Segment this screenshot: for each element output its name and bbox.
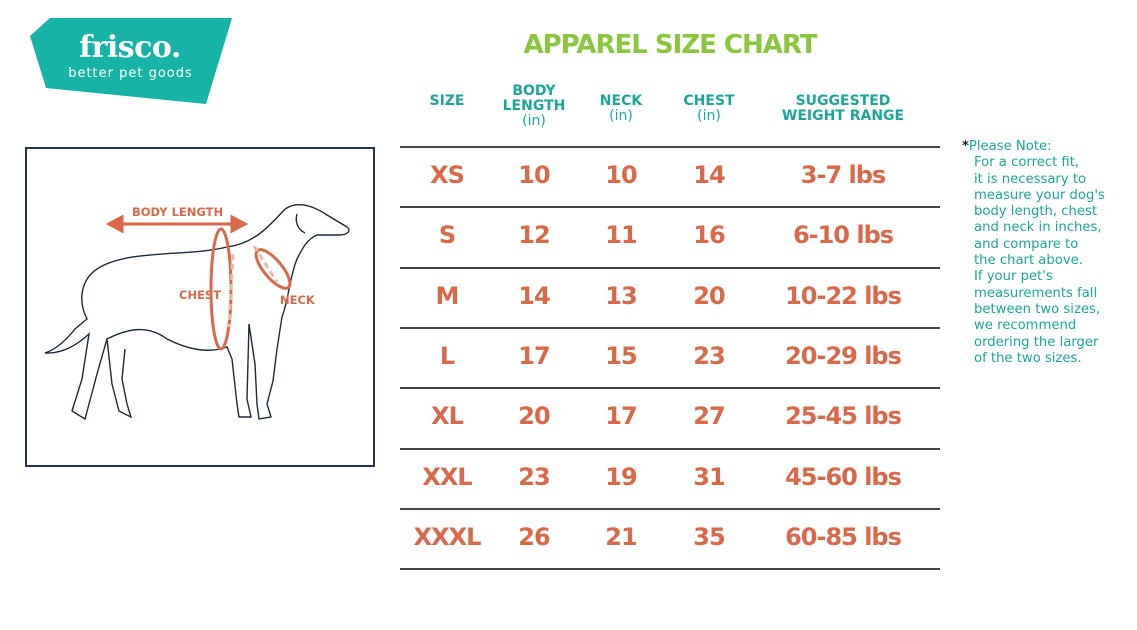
note-line: and neck in inches, [974,220,1102,236]
cell-chest: 31 [693,462,725,491]
row-divider [400,568,940,571]
cell-size: XS [430,161,465,189]
header-neck: NECK (in) [599,93,643,124]
cell-chest: 16 [693,221,725,250]
note-line: measure your dog's [974,187,1105,203]
neck-label: NECK [280,293,316,307]
cell-weight-range: 45-60 lbs [785,462,902,491]
row-divider [400,326,940,329]
cell-size: XL [431,402,464,431]
row-divider [400,507,940,510]
cell-size: M [435,281,460,310]
cell-size: XXL [422,462,472,491]
note-line: body length, chest [974,204,1097,220]
cell-body-length: 10 [518,161,550,189]
header-size: SIZE [429,93,465,109]
cell-size: XXXL [413,522,482,551]
dog-illustration: BODY LENGTH CHEST NECK [44,204,350,421]
cell-weight-range: 6-10 lbs [792,221,894,250]
body-length-label: BODY LENGTH [132,205,223,219]
cell-neck: 10 [605,161,637,189]
cell-body-length: 20 [518,402,550,431]
note-line: If your pet's [974,269,1053,285]
cell-neck: 15 [605,341,637,370]
note-line: it is necessary to [974,171,1087,187]
cell-weight-range: 20-29 lbs [785,341,902,370]
cell-neck: 11 [605,221,637,250]
cell-neck: 19 [605,462,637,491]
note-line: between two sizes, [974,301,1101,317]
note-line: of the two sizes. [974,350,1082,366]
cell-weight-range: 60-85 lbs [785,522,902,551]
note-line: ordering the larger [974,334,1099,350]
note-line: For a correct fit, [974,155,1080,171]
note-line: the chart above. [974,253,1083,269]
logo-wordmark: frisco. [79,30,181,65]
cell-body-length: 23 [518,462,550,491]
cell-neck: 21 [605,522,637,551]
page-title: APPAREL SIZE CHART [523,30,818,60]
header-chest: CHEST (in) [683,93,735,124]
cell-body-length: 14 [518,281,550,310]
asterisk: * [962,139,969,154]
chest-label: CHEST [179,288,221,302]
dog-measurement-diagram: BODY LENGTH CHEST NECK [25,147,375,467]
cell-size: S [438,221,456,250]
cell-neck: 17 [605,402,637,431]
frisco-logo-badge [30,18,232,104]
cell-chest: 35 [693,522,725,551]
cell-chest: 23 [693,341,725,370]
cell-chest: 14 [693,161,725,189]
logo-tagline: better pet goods [68,66,193,81]
cell-neck: 13 [605,281,637,310]
row-divider [400,387,940,390]
row-divider [400,447,940,450]
note-line: measurements fall [974,285,1098,301]
cell-body-length: 17 [518,341,550,370]
cell-body-length: 26 [518,522,550,551]
cell-size: L [439,341,455,370]
row-divider [400,146,940,148]
cell-weight-range: 10-22 lbs [785,281,902,310]
cell-body-length: 12 [518,221,550,250]
cell-chest: 27 [693,402,725,431]
cell-weight-range: 3-7 lbs [800,161,886,189]
note-line: we recommend [974,318,1077,334]
note-line: and compare to [974,236,1079,252]
row-divider [400,266,940,269]
note-heading: Please Note: [968,139,1052,154]
header-body-length: BODY LENGTH (in) [502,83,566,129]
cell-chest: 20 [693,281,725,310]
row-divider [400,206,940,209]
please-note: *Please Note: For a correct fit, it is ne… [962,139,1122,367]
cell-weight-range: 25-45 lbs [785,402,902,431]
header-weight-range: SUGGESTED WEIGHT RANGE [781,93,905,124]
